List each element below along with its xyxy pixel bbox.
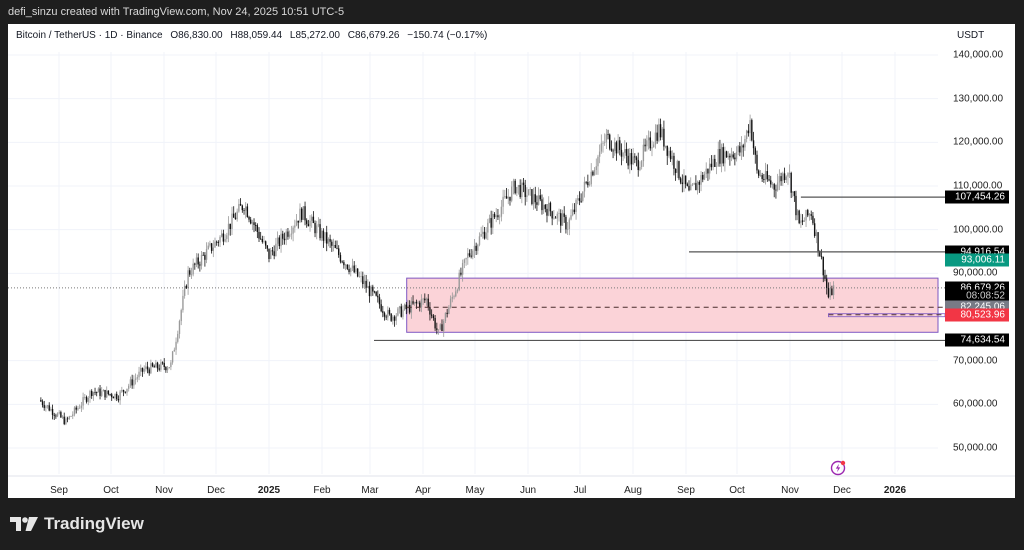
price-axis-tick: 140,000.00 (953, 49, 1004, 61)
price-chart[interactable] (8, 24, 1015, 498)
time-axis-tick: May (465, 485, 485, 496)
symbol-legend: Bitcoin / TetherUS · 1D · Binance O86,83… (16, 30, 492, 41)
currency-label: USDT (957, 30, 985, 41)
chart-panel[interactable]: Bitcoin / TetherUS · 1D · Binance O86,83… (8, 24, 1015, 498)
time-axis-tick: Nov (155, 485, 173, 496)
attribution-text: defi_sinzu created with TradingView.com,… (8, 6, 345, 18)
time-axis-tick: Dec (207, 485, 225, 496)
time-axis-tick: Jul (573, 485, 587, 496)
time-axis-tick: Mar (361, 485, 379, 496)
price-label-tag: 107,454.26 (945, 190, 1009, 204)
price-label-tag: 80,523.96 (945, 308, 1009, 322)
price-axis-tick: 90,000.00 (953, 267, 998, 279)
price-axis-tick: 130,000.00 (953, 93, 1004, 105)
price-label-tag: 08:08:52 (945, 289, 1009, 303)
ohlc-close: C86,679.26 (347, 30, 400, 41)
time-axis-tick: Sep (50, 485, 68, 496)
ohlc-low: L85,272.00 (289, 30, 340, 41)
time-axis-tick: Oct (729, 485, 745, 496)
lightning-alert-icon[interactable] (830, 460, 846, 476)
price-label-tag: 74,634.54 (945, 333, 1009, 347)
price-axis-tick: 120,000.00 (953, 136, 1004, 148)
time-axis-tick: 2026 (883, 485, 907, 496)
price-axis-tick: 110,000.00 (953, 180, 1003, 192)
attribution-bar: defi_sinzu created with TradingView.com,… (0, 0, 1024, 24)
time-axis-tick: Dec (833, 485, 851, 496)
price-axis-tick: 70,000.00 (953, 355, 998, 367)
brand-name: TradingView (44, 514, 144, 533)
ohlc-open: O86,830.00 (170, 30, 223, 41)
time-axis-tick: Feb (313, 485, 331, 496)
tradingview-branding: TradingView (10, 514, 144, 534)
price-axis-tick: 60,000.00 (953, 398, 998, 410)
time-axis-tick: Sep (677, 485, 695, 496)
time-axis-tick: Oct (103, 485, 119, 496)
time-axis-tick: 2025 (257, 485, 281, 496)
tradingview-logo-icon (10, 517, 38, 531)
time-axis-tick: Aug (624, 485, 642, 496)
time-axis-tick: Nov (781, 485, 799, 496)
price-axis-tick: 50,000.00 (953, 442, 998, 454)
price-label-tag: 93,006.11 (945, 253, 1009, 267)
price-axis-tick: 100,000.00 (953, 224, 1004, 236)
price-change: −150.74 (−0.17%) (407, 30, 488, 41)
time-axis-tick: Apr (415, 485, 431, 496)
ohlc-high: H88,059.44 (230, 30, 283, 41)
time-axis-tick: Jun (519, 485, 537, 496)
symbol-name: Bitcoin / TetherUS · 1D · Binance (16, 30, 163, 41)
